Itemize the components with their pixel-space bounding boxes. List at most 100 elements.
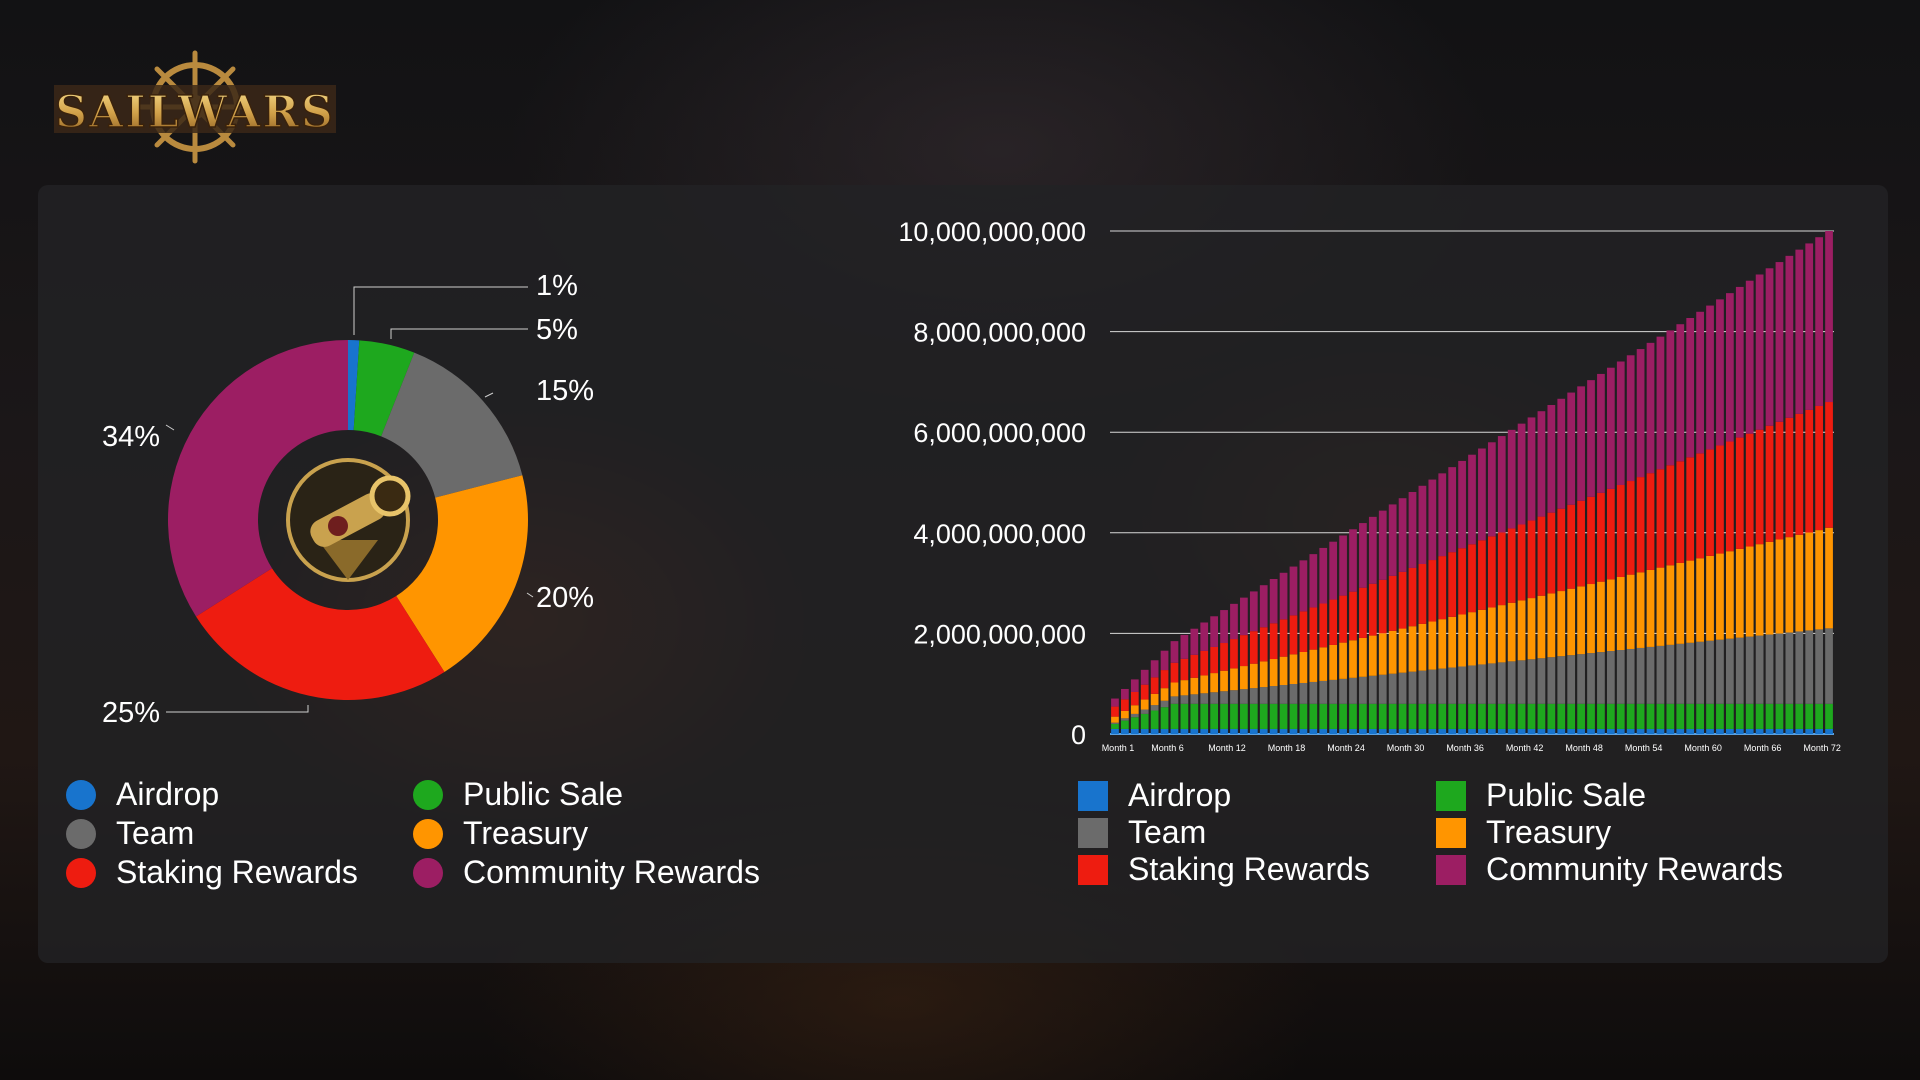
bar-segment-airdrop <box>1497 728 1506 734</box>
bar-segment-community-rewards <box>1497 436 1506 533</box>
bar-segment-team <box>1249 688 1258 704</box>
bar-segment-treasury <box>1597 581 1605 653</box>
bar-segment-treasury <box>1765 541 1774 635</box>
bar-segment-airdrop <box>1725 728 1734 734</box>
bar-segment-staking-rewards <box>1656 469 1665 568</box>
bar-segment-treasury <box>1249 663 1258 689</box>
bar-segment-team <box>1299 682 1308 704</box>
bar-segment-airdrop <box>1597 728 1605 734</box>
bar-segment-staking-rewards <box>1468 544 1476 613</box>
logo-text: SAILWARS <box>55 87 335 138</box>
x-tick-label: Month 42 <box>1506 743 1544 753</box>
bar-segment-treasury <box>1497 605 1506 663</box>
bar-segment-community-rewards <box>1160 650 1169 671</box>
bar-segment-treasury <box>1230 668 1238 691</box>
legend-swatch <box>1078 817 1108 848</box>
legend-swatch <box>1436 817 1466 848</box>
bar-segment-staking-rewards <box>1765 425 1774 542</box>
bar-segment-team <box>1398 672 1407 704</box>
bar-segment-treasury <box>1200 675 1209 694</box>
legend-label: Staking Rewards <box>116 854 358 890</box>
bar-segment-airdrop <box>1745 728 1754 734</box>
bar-segment-team <box>1487 663 1496 704</box>
bar-segment-public-sale <box>1200 703 1209 729</box>
bar-segment-airdrop <box>1240 728 1248 734</box>
bar-segment-public-sale <box>1785 703 1794 729</box>
bar-segment-community-rewards <box>1230 603 1238 640</box>
bar-segment-staking-rewards <box>1240 635 1248 667</box>
bar-segment-community-rewards <box>1676 324 1685 462</box>
bar-segment-community-rewards <box>1706 305 1714 450</box>
bar-segment-team <box>1339 678 1347 704</box>
bars <box>1111 231 1833 734</box>
bar-segment-team <box>1795 631 1804 704</box>
legend-label: Community Rewards <box>1486 851 1783 887</box>
bar-segment-public-sale <box>1795 703 1804 729</box>
bar-segment-public-sale <box>1428 703 1437 729</box>
bar-segment-staking-rewards <box>1497 532 1506 606</box>
bar-segment-public-sale <box>1249 703 1258 729</box>
bar-segment-public-sale <box>1478 703 1486 729</box>
bar-segment-airdrop <box>1339 728 1347 734</box>
bar-segment-team <box>1140 709 1149 714</box>
bar-segment-public-sale <box>1349 703 1357 729</box>
bar-segment-community-rewards <box>1111 698 1119 707</box>
bar-segment-team <box>1309 681 1318 704</box>
x-tick-label: Month 54 <box>1625 743 1663 753</box>
bar-segment-airdrop <box>1755 728 1764 734</box>
donut-slice-staking-rewards <box>196 568 445 700</box>
bar-segment-community-rewards <box>1686 317 1695 458</box>
bar-segment-team <box>1428 669 1437 704</box>
bar-segment-treasury <box>1616 576 1625 651</box>
bar-segment-community-rewards <box>1339 535 1347 596</box>
bar-segment-airdrop <box>1359 728 1367 734</box>
bar-segment-staking-rewards <box>1478 540 1486 610</box>
legend-swatch <box>413 818 443 849</box>
bar-segment-community-rewards <box>1745 280 1754 434</box>
legend-label: Team <box>1128 814 1207 850</box>
bar-segment-airdrop <box>1190 728 1199 734</box>
bar-segment-team <box>1497 662 1506 704</box>
bar-segment-community-rewards <box>1269 578 1278 624</box>
bar-segment-staking-rewards <box>1319 603 1328 648</box>
bar-segment-treasury <box>1527 598 1536 660</box>
bar-segment-team <box>1378 674 1387 704</box>
bar-segment-team <box>1716 639 1724 704</box>
bar-segment-staking-rewards <box>1577 500 1585 587</box>
bar-segment-treasury <box>1745 546 1754 637</box>
bar-segment-staking-rewards <box>1547 512 1556 594</box>
bar-segment-public-sale <box>1735 703 1744 729</box>
bar-segment-treasury <box>1706 555 1714 641</box>
bar-segment-staking-rewards <box>1725 441 1734 552</box>
bar-segment-treasury <box>1577 586 1585 655</box>
bar-segment-public-sale <box>1656 703 1665 729</box>
legend-label: Public Sale <box>463 776 624 812</box>
bar-segment-team <box>1656 645 1665 704</box>
bar-segment-team <box>1815 629 1823 704</box>
bar-segment-community-rewards <box>1210 616 1219 647</box>
bar-segment-team <box>1587 653 1595 704</box>
bar-segment-airdrop <box>1388 728 1397 734</box>
bar-segment-airdrop <box>1616 728 1625 734</box>
bar-segment-public-sale <box>1517 703 1526 729</box>
bar-segment-treasury <box>1567 588 1576 656</box>
bar-segment-airdrop <box>1735 728 1744 734</box>
donut-label-staking-rewards: 25% <box>102 697 160 729</box>
bar-segment-team <box>1170 696 1179 704</box>
bar-segment-team <box>1388 673 1397 704</box>
bar-segment-staking-rewards <box>1626 481 1635 575</box>
bar-segment-staking-rewards <box>1170 662 1179 683</box>
bar-segment-staking-rewards <box>1696 453 1704 559</box>
legend-label: Airdrop <box>116 776 220 812</box>
legend-item-airdrop: Airdrop <box>1078 777 1436 814</box>
bar-segment-staking-rewards <box>1755 429 1764 545</box>
allocation-donut-chart: 1% 5% 15% 20% 25% 34% <box>102 270 594 729</box>
bar-segment-public-sale <box>1190 703 1199 729</box>
bar-segment-airdrop <box>1795 728 1804 734</box>
legend-swatch <box>413 857 443 888</box>
bar-segment-airdrop <box>1537 728 1546 734</box>
bar-segment-treasury <box>1686 560 1695 643</box>
bar-segment-treasury <box>1190 677 1199 695</box>
bar-segment-public-sale <box>1676 703 1685 729</box>
bar-segment-treasury <box>1111 716 1119 723</box>
